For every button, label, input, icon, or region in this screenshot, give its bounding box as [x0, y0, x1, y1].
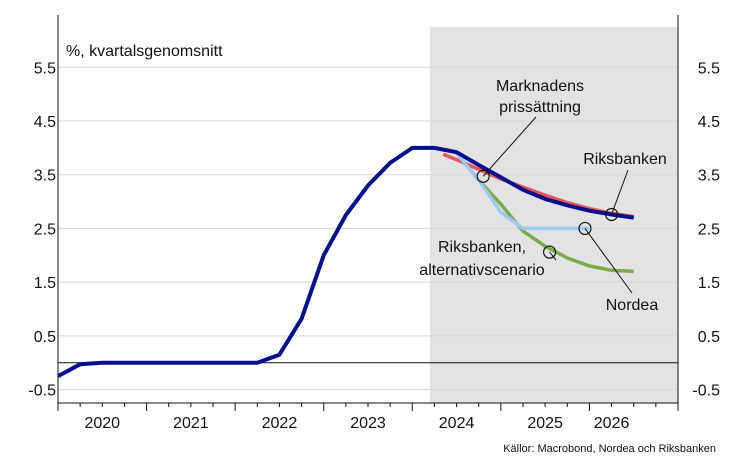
x-tick-label: 2023: [350, 415, 386, 432]
y-tick-label-right: 4.5: [698, 114, 720, 131]
leader-line-alternative: [549, 251, 557, 261]
y-tick-label-left: 0.5: [34, 329, 56, 346]
x-ticks: [57, 403, 679, 411]
y-tick-label-left: 2.5: [34, 221, 56, 238]
grid: [58, 66, 678, 391]
y-tick-label-left: 4.5: [34, 114, 56, 131]
marker-nordea: [578, 221, 592, 236]
leader-line-nordea: [584, 228, 633, 294]
annotation-riksbanken: Riksbanken: [583, 151, 667, 168]
series-lines: [57, 145, 634, 378]
source-note: Källor: Macrobond, Nordea och Riksbanken: [503, 443, 716, 455]
x-tick-label: 2021: [173, 415, 209, 432]
marker-riksbanken: [604, 207, 619, 222]
marker-market: [476, 169, 490, 183]
x-tick-label: 2020: [84, 415, 120, 432]
annotation-market-line1: Marknadens: [496, 78, 584, 95]
y-tick-label-right: -0.5: [692, 383, 720, 400]
leader-line-market: [482, 116, 537, 177]
forecast-shading: [430, 27, 678, 403]
y-tick-label-right: 2.5: [698, 221, 720, 238]
y-tick-label-left: 5.5: [34, 60, 56, 77]
marker-alternative: [542, 245, 557, 259]
annotation-alternative-line2: alternativscenario: [419, 262, 545, 279]
y-tick-label-right: 1.5: [698, 275, 720, 292]
y-tick-label-right: 3.5: [698, 168, 720, 185]
annotation-alternative-line1: Riksbanken,: [438, 239, 526, 256]
y-tick-label-right: 5.5: [698, 60, 720, 77]
annotation-market-line2: prissättning: [499, 99, 581, 116]
y-axis-right-labels: 5.5 4.5 3.5 2.5 1.5 0.5 -0.5: [692, 60, 720, 399]
series-line-historical: [57, 145, 435, 378]
x-axis-labels: 2020 2021 2022 2023 2024 2025 2026: [84, 415, 629, 432]
series-line-riksbanken: [434, 145, 634, 220]
y-axis-left-labels: 5.5 4.5 3.5 2.5 1.5 0.5 -0.5: [28, 60, 56, 399]
y-tick-label-left: -0.5: [28, 383, 56, 400]
x-tick-label: 2026: [594, 415, 630, 432]
y-tick-label-right: 0.5: [698, 329, 720, 346]
annotation-leaders: [476, 116, 633, 294]
y-tick-label-left: 3.5: [34, 168, 56, 185]
x-tick-label: 2025: [527, 415, 563, 432]
x-tick-label: 2022: [262, 415, 298, 432]
x-tick-label: 2024: [439, 415, 475, 432]
annotation-nordea: Nordea: [606, 297, 659, 314]
unit-label: %, kvartalsgenomsnitt: [66, 43, 223, 60]
leader-line-riksbanken: [611, 169, 629, 215]
y-tick-label-left: 1.5: [34, 275, 56, 292]
